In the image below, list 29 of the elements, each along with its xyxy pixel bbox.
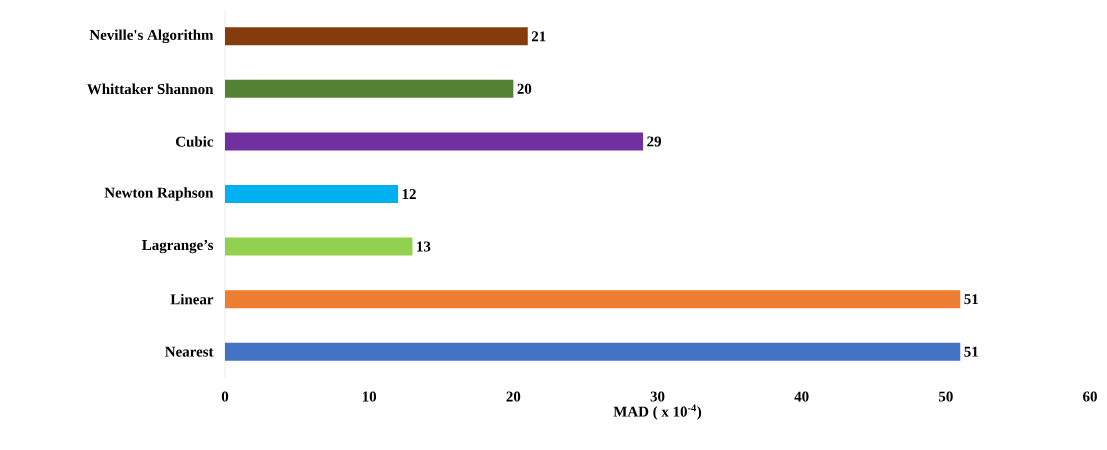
y-tick-label: Whittaker Shannon xyxy=(87,83,214,95)
bar xyxy=(225,132,644,151)
y-tick-label: Nearest xyxy=(165,346,214,357)
data-label: 29 xyxy=(647,136,661,147)
data-label: 20 xyxy=(517,83,532,94)
x-axis-title: MAD ( x 10$^{-4}$) xyxy=(613,404,702,420)
bar xyxy=(225,237,413,256)
x-tick-label: 50 xyxy=(938,391,953,402)
x-tick-label: 40 xyxy=(794,391,809,402)
bar xyxy=(225,185,398,203)
bar xyxy=(225,342,961,361)
x-tick-label: 30 xyxy=(650,391,665,402)
x-tick-label: 20 xyxy=(506,391,521,402)
data-label: 13 xyxy=(417,241,431,252)
y-tick-label: Cubic xyxy=(176,136,214,147)
x-tick-label: 60 xyxy=(1083,391,1097,402)
bar xyxy=(225,27,528,46)
data-label: 12 xyxy=(402,189,416,199)
x-tick-label: 10 xyxy=(362,391,377,402)
y-tick-label: Linear xyxy=(170,293,214,305)
x-tick-label: 0 xyxy=(221,391,229,402)
data-label: 21 xyxy=(531,31,546,42)
y-tick-label: Lagrange’s xyxy=(142,239,214,254)
bar xyxy=(225,79,514,98)
y-tick-label: Neville's Algorithm xyxy=(89,29,214,44)
data-label: 51 xyxy=(964,294,978,305)
data-label: 51 xyxy=(964,346,978,357)
bar xyxy=(225,290,961,309)
y-tick-label: Newton Raphson xyxy=(104,187,214,201)
